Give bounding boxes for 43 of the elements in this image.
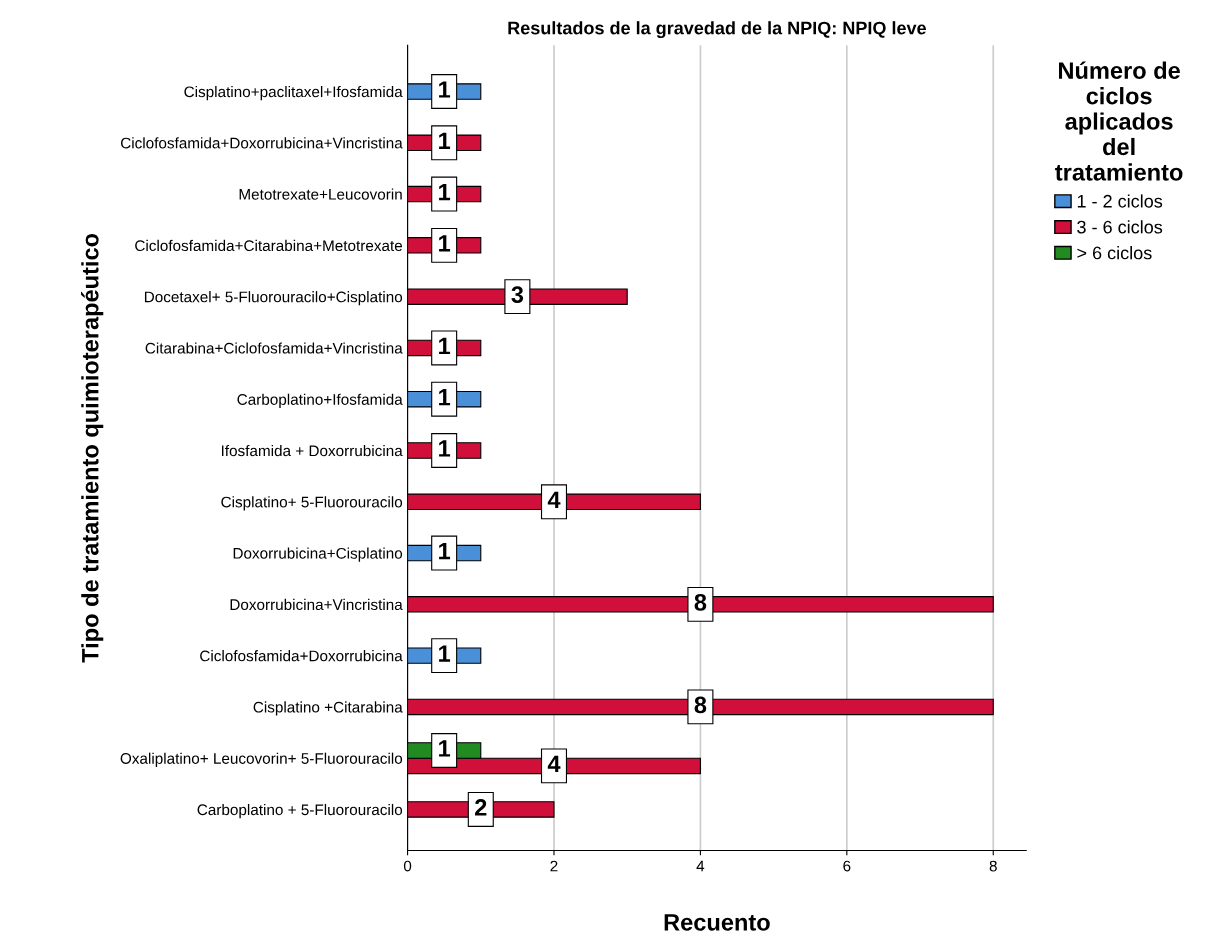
y-tick-label: Doxorrubicina+Cisplatino <box>233 547 403 562</box>
y-tick-label: Ifosfamida + Doxorrubicina <box>221 444 403 457</box>
legend-label: > 6 ciclos <box>1077 246 1152 260</box>
y-tick-label: Oxaliplatino+ Leucovorin+ 5-Fluorouracilo <box>120 752 403 767</box>
y-tick-label: Carboplatino+Ifosfamida <box>237 393 403 408</box>
data-label: 1 <box>439 389 451 406</box>
data-label: 8 <box>694 696 707 714</box>
x-tick-label: 0 <box>403 860 412 872</box>
data-label: 3 <box>511 286 524 304</box>
y-axis-title: Tipo de tratamiento quimioterapéutico <box>81 233 104 663</box>
x-tick-label: 8 <box>989 860 997 872</box>
legend-label: 1 - 2 ciclos <box>1077 194 1163 208</box>
legend-title: Número de ciclos aplicados del tratamiento <box>1055 61 1183 181</box>
data-label: 2 <box>475 799 487 816</box>
legend-label: 3 - 6 ciclos <box>1077 220 1163 234</box>
data-label: 1 <box>439 440 451 457</box>
y-tick-label: Ciclofosfamida+Doxorrubicina <box>200 650 403 662</box>
data-label: 4 <box>547 755 561 772</box>
y-tick-label: Cisplatino +Citarabina <box>253 701 403 716</box>
y-tick-label: Cisplatino+ 5-Fluorouracilo <box>221 496 403 511</box>
x-tick-label: 4 <box>696 860 705 872</box>
y-tick-label: Ciclofosfamida+Doxorrubicina+Vincristina <box>120 137 403 149</box>
data-label: 1 <box>439 235 451 252</box>
y-tick-label: Metotrexate+Leucovorin <box>239 188 402 200</box>
data-label: 1 <box>439 337 451 355</box>
y-tick-label: Doxorrubicina+Vincristina <box>230 598 403 611</box>
data-label: 1 <box>439 81 451 98</box>
data-label: 1 <box>439 645 451 662</box>
y-tick-label: Docetaxel+ 5-Fluorouracilo+Cisplatino <box>144 291 403 306</box>
data-label: 4 <box>547 491 561 508</box>
x-axis-title: Recuento <box>664 914 770 931</box>
y-tick-label: Ciclofosfamida+Citarabina+Metotrexate <box>135 239 403 252</box>
data-label: 1 <box>439 132 451 149</box>
chart-title: Resultados de la gravedad de la NPIQ: NPIQ leve <box>508 21 926 39</box>
y-tick-label: Cisplatino+paclitaxel+Ifosfamida <box>184 85 403 101</box>
data-label: 8 <box>694 593 707 611</box>
data-label: 1 <box>439 183 451 201</box>
x-tick-label: 2 <box>550 860 558 872</box>
y-tick-label: Carboplatino + 5-Fluorouracilo <box>197 803 403 819</box>
x-tick-label: 6 <box>843 860 851 872</box>
data-label: 1 <box>439 542 451 560</box>
y-tick-label: Citarabina+Ciclofosfamida+Vincristina <box>145 342 403 354</box>
data-label: 1 <box>439 740 451 757</box>
